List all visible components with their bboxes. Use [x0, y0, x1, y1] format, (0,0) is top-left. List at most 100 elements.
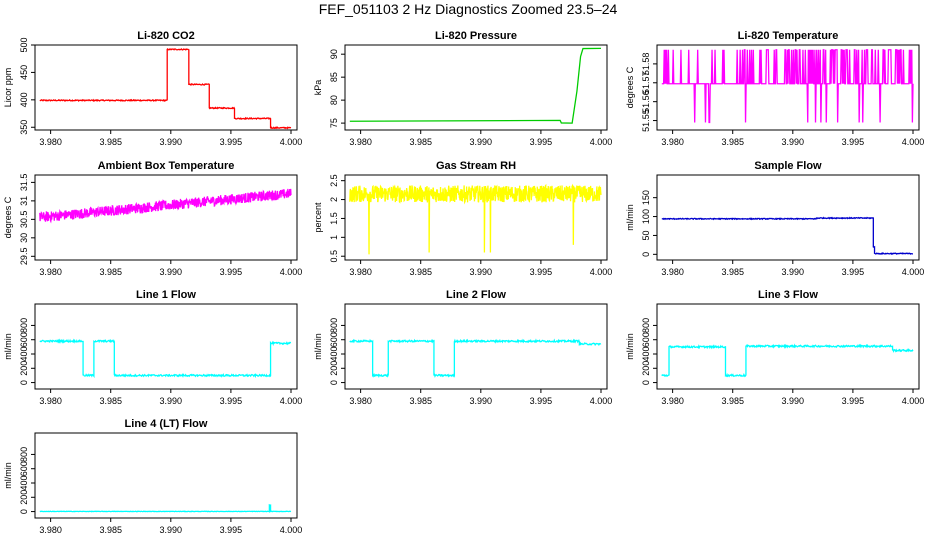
chart-panel-7: Line 1 Flow ml/min 3.980 3.985 3.990 3.995 4.0…	[3, 289, 302, 406]
data-series-line	[661, 343, 914, 378]
y-tick-label: 30.5	[19, 211, 29, 229]
plot-frame	[656, 174, 920, 261]
x-tick-label: 3.980	[349, 137, 372, 147]
x-tick-label: 4.000	[590, 267, 613, 277]
data-series-line	[349, 47, 601, 124]
y-tick-label: 1.5	[329, 212, 339, 225]
chart-title: Gas Stream RH	[436, 160, 516, 172]
x-tick-label: 3.990	[470, 396, 493, 406]
x-tick-label: 3.990	[782, 267, 805, 277]
y-tick-label: 29.5	[19, 248, 29, 266]
y-axis-label: kPa	[313, 80, 323, 96]
x-tick-label: 3.995	[220, 396, 243, 406]
y-axis-label: ml/min	[3, 333, 13, 360]
chart-title: Sample Flow	[754, 160, 822, 172]
x-tick-label: 3.985	[99, 396, 122, 406]
y-axis-label: ml/min	[313, 333, 323, 360]
data-series-line	[39, 188, 292, 224]
x-tick-label: 3.980	[39, 267, 62, 277]
y-tick-label: 200	[19, 361, 29, 376]
x-tick-label: 4.000	[280, 396, 303, 406]
x-tick-label: 4.000	[902, 137, 925, 147]
y-tick-label: 50	[641, 230, 651, 240]
y-tick-label: 0	[641, 252, 651, 257]
x-tick-label: 3.990	[160, 525, 183, 535]
chart-panel-5: Gas Stream RH percent 3.980 3.985 3.990 3.995…	[313, 160, 612, 277]
y-tick-label: 51.56	[641, 90, 651, 113]
chart-panel-6: Sample Flow ml/min 3.980 3.985 3.990 3.995 4.0…	[625, 160, 924, 277]
x-tick-label: 4.000	[280, 267, 303, 277]
chart-panel-8: Line 2 Flow ml/min 3.980 3.985 3.990 3.995 4.0…	[313, 289, 612, 406]
data-series-line	[349, 338, 602, 378]
y-axis-label: degrees C	[3, 196, 13, 238]
x-tick-label: 3.995	[530, 396, 553, 406]
data-series-line	[39, 338, 292, 379]
plot-frame	[344, 44, 608, 131]
y-axis-label: ml/min	[625, 204, 635, 231]
x-tick-label: 3.995	[530, 137, 553, 147]
y-tick-label: 200	[641, 361, 651, 376]
chart-panel-10: Line 4 (LT) Flow ml/min 3.980 3.985 3.990 3.9…	[3, 418, 302, 535]
page-title: FEF_051103 2 Hz Diagnostics Zoomed 23.5–…	[318, 1, 618, 17]
x-tick-label: 3.985	[721, 137, 744, 147]
y-tick-label: 0	[641, 380, 651, 385]
x-tick-label: 3.990	[470, 137, 493, 147]
y-axis-label: degrees C	[625, 66, 635, 108]
chart-panel-1: Li-820 CO2 Licor ppm 3.980 3.985 3.990 3.995 4…	[3, 30, 302, 147]
y-tick-label: 2	[329, 197, 339, 202]
y-tick-label: 31.5	[19, 174, 29, 192]
x-tick-label: 3.990	[160, 137, 183, 147]
y-tick-label: 1	[329, 235, 339, 240]
chart-title: Li-820 Pressure	[435, 30, 517, 42]
y-axis-label: percent	[313, 202, 323, 233]
y-tick-label: 400	[19, 346, 29, 361]
y-tick-label: 51.57	[641, 72, 651, 95]
data-series-line	[349, 183, 602, 255]
y-tick-label: 0	[19, 380, 29, 385]
x-tick-label: 3.985	[99, 525, 122, 535]
x-tick-label: 4.000	[902, 267, 925, 277]
x-tick-label: 3.995	[842, 396, 865, 406]
y-tick-label: 400	[19, 92, 29, 107]
chart-title: Line 2 Flow	[446, 289, 506, 301]
chart-title: Line 1 Flow	[136, 289, 196, 301]
y-tick-label: 51.58	[641, 53, 651, 76]
y-tick-label: 800	[19, 318, 29, 333]
y-tick-label: 90	[329, 49, 339, 59]
y-tick-label: 0.5	[329, 250, 339, 263]
y-tick-label: 31	[19, 196, 29, 206]
chart-panel-9: Line 3 Flow ml/min 3.980 3.985 3.990 3.995 4.0…	[625, 289, 924, 406]
x-tick-label: 4.000	[590, 137, 613, 147]
y-tick-label: 2.5	[329, 174, 339, 187]
plot-frame	[344, 303, 608, 390]
chart-panel-4: Ambient Box Temperature degrees C 3.980 3.9…	[3, 160, 302, 277]
x-tick-label: 3.995	[220, 525, 243, 535]
x-tick-label: 3.985	[99, 267, 122, 277]
x-tick-label: 3.980	[39, 396, 62, 406]
y-tick-label: 100	[641, 209, 651, 224]
x-tick-label: 4.000	[590, 396, 613, 406]
x-tick-label: 3.985	[99, 137, 122, 147]
plot-frame	[656, 44, 920, 131]
x-tick-label: 3.990	[160, 267, 183, 277]
y-tick-label: 350	[19, 120, 29, 135]
y-axis-label: ml/min	[625, 333, 635, 360]
y-tick-label: 450	[19, 65, 29, 80]
y-tick-label: 800	[329, 318, 339, 333]
y-tick-label: 400	[641, 346, 651, 361]
y-tick-label: 600	[19, 332, 29, 347]
y-tick-label: 800	[641, 318, 651, 333]
y-tick-label: 75	[329, 118, 339, 128]
x-tick-label: 3.985	[721, 396, 744, 406]
chart-title: Li-820 CO2	[137, 30, 194, 42]
y-tick-label: 51.55	[641, 109, 651, 132]
x-tick-label: 3.980	[661, 267, 684, 277]
x-tick-label: 3.995	[842, 267, 865, 277]
y-tick-label: 150	[641, 190, 651, 205]
plot-frame	[656, 303, 920, 390]
x-tick-label: 3.990	[782, 137, 805, 147]
x-tick-label: 3.990	[160, 396, 183, 406]
data-series-line	[661, 49, 914, 124]
y-tick-label: 400	[19, 475, 29, 490]
